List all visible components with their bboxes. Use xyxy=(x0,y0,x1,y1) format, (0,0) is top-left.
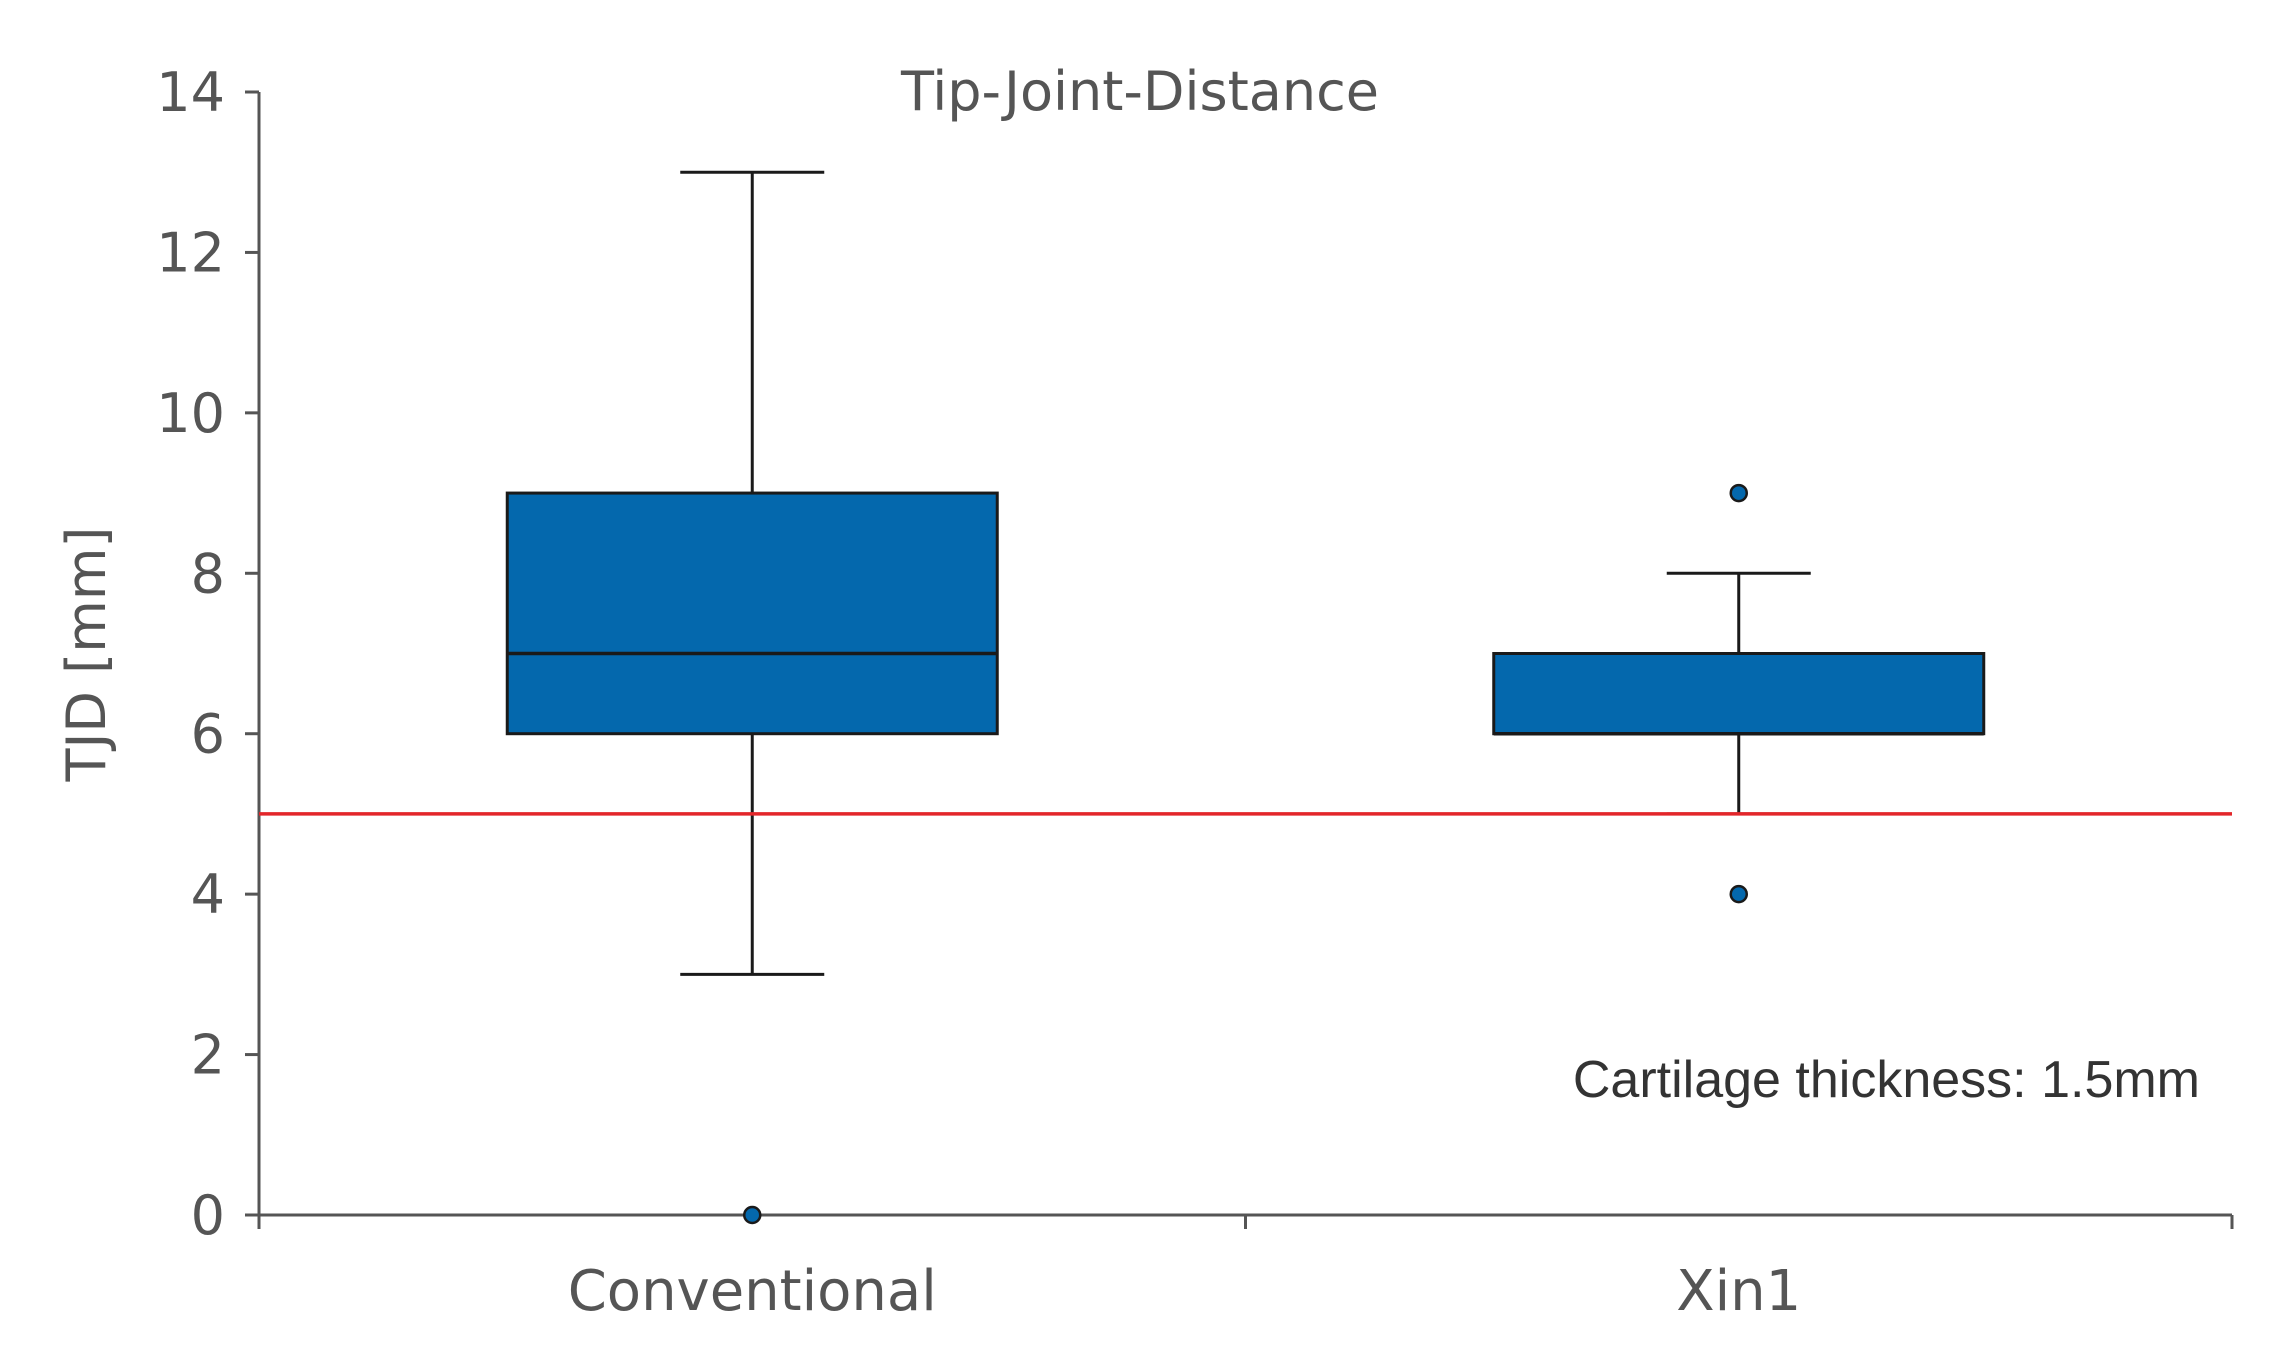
xin1-outlier-1 xyxy=(1729,483,1748,503)
conventional-box xyxy=(505,491,999,736)
y-tick-label-4: 4 xyxy=(191,863,225,926)
y-tick-label-0: 0 xyxy=(191,1184,225,1247)
y-tick-label-2: 2 xyxy=(191,1024,225,1087)
plot-area: 0 2 4 6 8 10 12 14 Conventional Xin1 xyxy=(156,61,2234,1324)
y-tick-label-6: 6 xyxy=(191,703,225,766)
conventional-outlier-0 xyxy=(743,1205,762,1225)
chart-title: Tip-Joint-Distance xyxy=(900,60,1379,123)
y-tick-label-8: 8 xyxy=(191,542,225,605)
cartilage-annotation: Cartilage thickness: 1.5mm xyxy=(1573,1051,2200,1109)
x-category-label-1: Xin1 xyxy=(1676,1259,1801,1324)
y-tick-label-14: 14 xyxy=(156,61,225,124)
y-axis-title: TJD [mm] xyxy=(55,527,118,783)
x-category-label-0: Conventional xyxy=(568,1259,937,1324)
xin1-outlier-0 xyxy=(1729,884,1748,904)
y-tick-label-10: 10 xyxy=(156,382,225,445)
y-tick-label-12: 12 xyxy=(156,221,225,284)
xin1-box xyxy=(1492,652,1986,736)
